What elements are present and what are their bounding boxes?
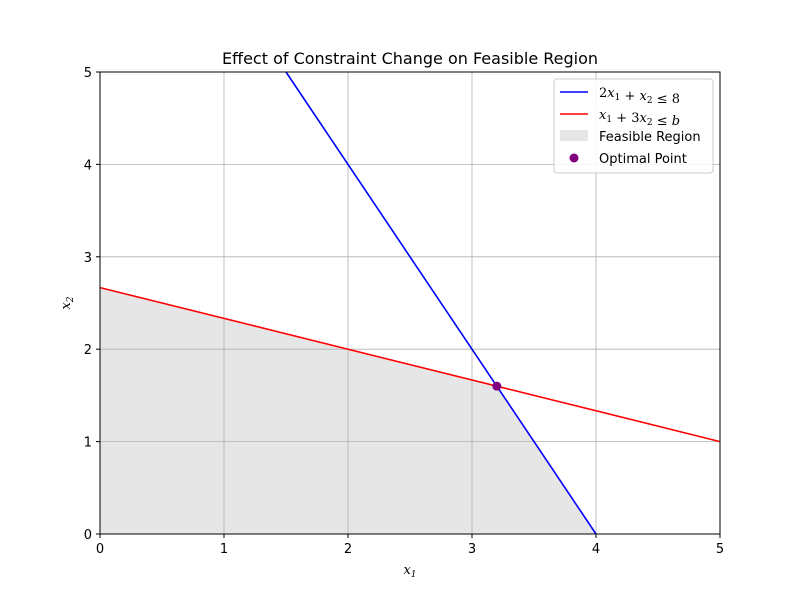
legend-swatch-point [569,153,579,163]
x-tick-label: 1 [220,542,228,557]
y-tick-label: 2 [84,343,92,358]
x-tick-label: 2 [344,542,352,557]
y-tick-label: 4 [84,158,92,173]
constraint-line-1 [99,286,721,443]
optimal-point-marker [492,381,502,391]
plot-frame [99,71,721,535]
x-tick-label: 3 [468,542,476,557]
legend-label-2: Feasible Region [599,130,701,145]
x-tick-label: 5 [716,542,724,557]
constraint-line-0 [285,71,597,535]
legend-label-3: Optimal Point [599,152,687,167]
legend-label-1: x1 + 3x2 ≤ b [599,108,680,129]
y-tick-label: 3 [84,251,92,266]
y-tick-label: 5 [84,66,92,81]
chart-title: Effect of Constraint Change on Feasible … [222,49,598,68]
x-tick-label: 4 [592,542,600,557]
legend-box [553,78,714,174]
legend-label-0: 2x1 + x2 ≤ 8 [599,86,680,107]
legend-swatch-area [560,130,588,141]
y-tick-label: 0 [84,528,92,543]
x-tick-label: 0 [96,542,104,557]
y-tick-label: 1 [84,436,92,451]
